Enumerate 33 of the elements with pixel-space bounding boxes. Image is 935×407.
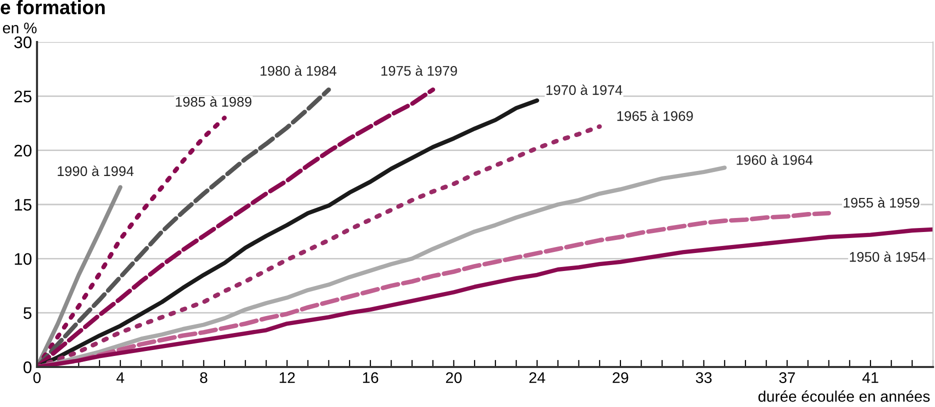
x-tick-label: 16	[363, 372, 378, 384]
series-label: 1970 à 1974	[546, 84, 622, 95]
series-label: 1990 à 1994	[58, 166, 134, 176]
x-axis-title: durée écoulée en années	[758, 390, 930, 402]
line-series	[37, 210, 832, 367]
series-label: 1955 à 1959	[844, 197, 920, 208]
x-tick-label: 4	[116, 372, 124, 383]
chart-title: e formation	[0, 0, 105, 14]
y-tick-label: 30	[14, 36, 32, 48]
line-series	[37, 98, 540, 367]
series-label: 1950 à 1954	[850, 251, 926, 262]
x-tick-label: 8	[200, 372, 208, 384]
x-tick-label: 24	[529, 372, 546, 383]
y-tick-label: 0	[24, 361, 32, 374]
series-label: 1960 à 1964	[736, 154, 813, 165]
line-series	[37, 124, 602, 367]
series-label: 1985 à 1989	[176, 96, 252, 107]
y-tick-label: 5	[24, 307, 32, 320]
y-axis-title: en %	[2, 22, 37, 34]
y-tick-label: 15	[14, 199, 32, 211]
x-tick-label: 0	[33, 372, 41, 384]
x-tick-label: 37	[779, 372, 795, 384]
x-tick-label: 20	[446, 372, 462, 384]
series-label: 1965 à 1969	[617, 110, 693, 121]
x-tick-label: 33	[696, 372, 712, 384]
y-tick-label: 20	[14, 144, 32, 157]
x-tick-label: 41	[862, 372, 878, 383]
x-tick-label: 29	[612, 372, 628, 384]
series-label: 1980 à 1984	[260, 65, 336, 76]
y-tick-label: 10	[14, 253, 32, 265]
series-label: 1975 à 1979	[381, 65, 457, 76]
x-tick-label: 12	[280, 372, 295, 383]
y-tick-label: 25	[14, 90, 32, 102]
